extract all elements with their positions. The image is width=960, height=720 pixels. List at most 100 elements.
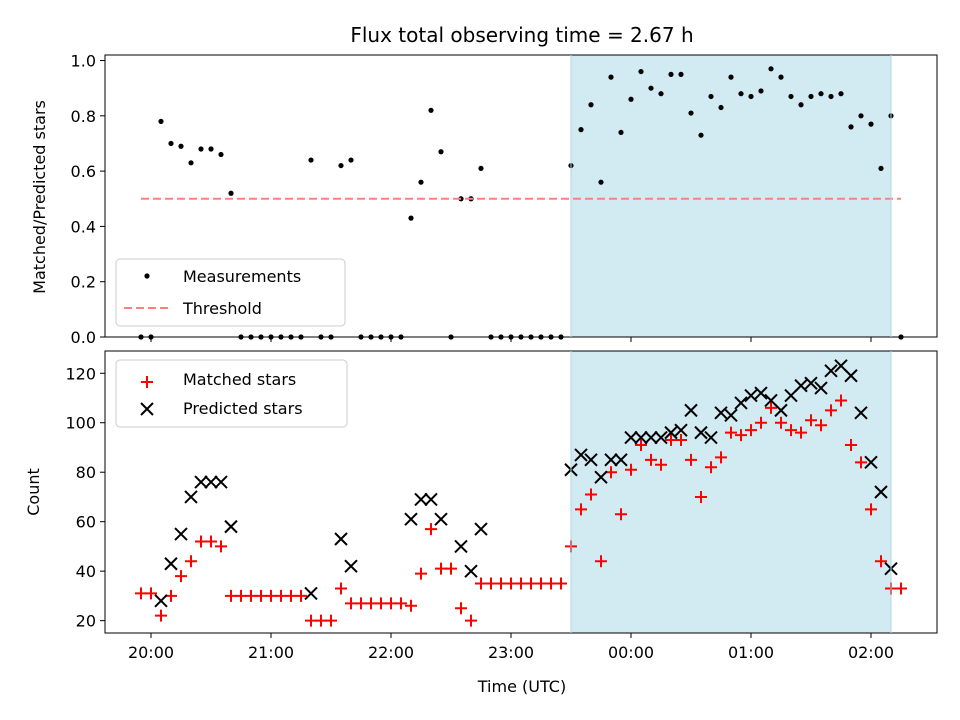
measurements-point [728,74,734,80]
matched-stars-point [845,439,857,451]
predicted-stars-point [724,408,738,423]
measurements-point [218,151,224,158]
y-tick-label: 20 [76,612,96,631]
x-axis-label: Time (UTC) [477,677,566,696]
matched-stars-point [725,426,737,439]
measurements-point [628,96,634,102]
matched-stars-point [655,458,667,471]
measurements-point [698,132,704,138]
matched-stars-point [765,401,777,414]
predicted-stars-point [184,490,198,504]
predicted-stars-point [684,403,698,418]
matched-stars-point [775,416,787,429]
predicted-stars-point [624,430,638,445]
predicted-stars-point [404,512,418,526]
y-tick-label: 60 [76,513,96,532]
measurements-point [418,179,424,185]
predicted-stars-point [714,406,728,420]
matched-stars-point [185,555,197,568]
measurements-point [608,74,614,80]
predicted-stars-point [214,475,228,489]
matched-legend-marker [141,376,153,388]
measurements-point [748,93,754,100]
predicted-stars-point [414,492,428,507]
x-tick-label: 01:00 [728,643,774,662]
matched-stars-point [785,424,797,437]
measurements-point [778,74,784,80]
predicted-stars-point [604,453,618,467]
measurements-point [168,140,174,147]
ratio-legend-box [115,258,346,327]
predicted-stars-point [304,586,318,601]
predicted-stars-point [654,430,668,445]
matched-stars-point [825,404,837,417]
measurements-point [198,146,204,152]
predicted-stars-point [584,453,598,467]
predicted-stars-point [464,564,478,578]
y-tick-label: 0.6 [71,162,96,181]
matched-stars-point [215,540,227,553]
matched-stars-point [175,570,187,583]
predicted-stars-point [154,594,168,608]
predicted-stars-point [594,470,608,484]
measurements-point [668,71,674,77]
matched-stars-point [675,434,687,447]
matched-stars-point [615,508,627,521]
y-tick-label: 0.2 [71,273,96,292]
matched-stars-point [735,429,747,442]
matched-stars-point [745,424,757,437]
matched-stars-point [465,614,477,627]
predicted-stars-point [644,430,658,445]
matched-stars-point [695,490,707,503]
measurements-point [878,165,884,171]
count-legend-box [115,359,348,428]
y-tick-label: 0.0 [71,328,96,347]
matched-stars-point [645,453,657,466]
measurements-point [408,215,414,221]
predicted-stars-point [664,425,678,440]
predicted-legend-marker [140,402,154,416]
y-tick-label: 120 [65,364,96,383]
predicted-stars-point [804,376,818,390]
predicted-stars-point [334,532,348,546]
measurements-point [178,143,184,149]
measurements-point [338,162,344,169]
matched-stars-point [425,523,437,536]
matched-stars-point [815,419,827,432]
ratio-panel: 0.0 0.2 0.4 0.6 0.8 1.0 Matched/Predicted sta… [30,52,938,347]
measurements-point [848,124,854,130]
measurements-point [658,91,664,97]
measurements-point [228,190,234,196]
predicted-stars-point [864,455,878,470]
measurements-point [158,118,164,124]
matched-stars-point [705,461,717,474]
observing-window-shade [571,55,891,337]
matched-stars-point [625,463,637,476]
measurements-point [708,93,714,100]
matched-stars-point [685,453,697,466]
predicted-stars-point [614,453,628,467]
predicted-stars-point [474,522,488,536]
matched-stars-point [325,614,337,627]
predicted-stars-point [704,430,718,445]
matched-stars-point [155,609,167,622]
measurements-point [478,165,484,171]
matched-stars-point [835,394,847,407]
y-tick-label: 0.4 [71,217,96,236]
measurements-point [618,129,624,136]
predicted-stars-point [794,378,808,393]
measurements-point [648,85,654,91]
predicted-stars-point [774,403,788,418]
matched-stars-point [875,555,887,568]
matched-stars-point [585,488,597,501]
measurements-point [438,149,444,155]
predicted-stars-point [204,475,218,489]
plot-frame [104,350,938,634]
x-tick-label: 00:00 [608,643,654,662]
matched-stars-point [445,562,457,575]
matched-stars-point [205,535,217,548]
measurements-point [808,93,814,100]
count-marks [135,359,907,627]
predicted-legend-label: Predicted stars [183,399,303,418]
